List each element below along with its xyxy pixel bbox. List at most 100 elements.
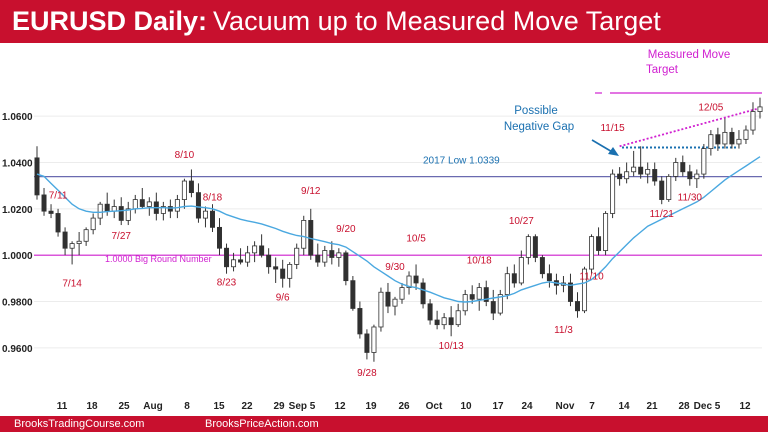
- candle: [62, 227, 68, 256]
- candle-bear-body: [55, 213, 61, 233]
- y-tick-label: 1.0600: [2, 112, 33, 123]
- x-tick-label: 7: [589, 401, 595, 412]
- candle: [413, 264, 419, 290]
- candle-bull-body: [603, 213, 609, 251]
- candle: [399, 282, 405, 304]
- candle: [546, 264, 552, 288]
- candle: [434, 310, 440, 330]
- candle-bull-body: [743, 129, 749, 140]
- footer-left-site: BrooksTradingCourse.com: [14, 418, 145, 430]
- candle: [539, 255, 545, 279]
- candle-bull-body: [392, 298, 398, 307]
- candle: [336, 248, 342, 267]
- candle-bear-body: [167, 206, 173, 212]
- title-text: Vacuum up to Measured Move Target: [213, 6, 661, 36]
- candle: [378, 287, 384, 332]
- x-tick-label: 29: [273, 401, 285, 412]
- x-tick-label: 19: [365, 401, 377, 412]
- measured-move-callout-line2: Target: [646, 64, 679, 76]
- x-tick-label: 12: [334, 401, 346, 412]
- x-tick-label: Sep 5: [289, 401, 316, 412]
- candle-bull-body: [708, 134, 714, 149]
- candle: [111, 199, 117, 219]
- candle: [582, 266, 588, 314]
- candle-bull-body: [174, 199, 180, 212]
- support-line-label: 2017 Low 1.0339: [423, 156, 500, 167]
- candle-bull-body: [399, 287, 405, 300]
- date-label: 7/14: [62, 278, 82, 289]
- candle-bull-body: [504, 273, 510, 295]
- candle-bull-body: [666, 175, 672, 200]
- candle-bear-body: [490, 301, 496, 314]
- date-label: 9/28: [357, 368, 377, 379]
- date-label: 10/5: [406, 233, 426, 244]
- candle: [259, 234, 265, 258]
- candle-bear-body: [539, 257, 545, 275]
- candle-bear-body: [511, 273, 517, 284]
- date-label: 9/30: [385, 262, 405, 273]
- date-label: 9/6: [276, 292, 290, 303]
- date-label: 11/15: [600, 123, 625, 134]
- candle-bull-body: [722, 131, 728, 145]
- candle-bull-body: [294, 247, 300, 265]
- candle: [624, 162, 630, 184]
- candle-bear-body: [343, 252, 349, 282]
- x-tick-label: Aug: [143, 401, 162, 412]
- candle: [160, 201, 166, 221]
- candle-bull-body: [757, 106, 763, 112]
- candle: [252, 241, 258, 263]
- y-tick-label: 1.0000: [2, 251, 33, 262]
- y-tick-label: 0.9800: [2, 298, 33, 309]
- candle-bear-body: [266, 254, 272, 268]
- candle: [301, 215, 307, 256]
- candle-bear-body: [448, 317, 454, 326]
- candle: [603, 211, 609, 256]
- candle-bull-body: [69, 243, 75, 249]
- candle: [287, 262, 293, 288]
- x-tick-label: 28: [678, 401, 690, 412]
- x-tick-label: 14: [618, 401, 630, 412]
- candle: [476, 282, 482, 311]
- x-tick-label: 17: [492, 401, 504, 412]
- x-tick-label: 18: [86, 401, 98, 412]
- negative-gap-callout-line1: Possible: [514, 105, 557, 117]
- candle-bull-body: [701, 148, 707, 175]
- candle-bear-body: [574, 301, 580, 312]
- candle-bull-body: [476, 287, 482, 300]
- candle: [153, 192, 159, 221]
- candle-bull-body: [441, 317, 447, 326]
- candle-bear-body: [638, 166, 644, 175]
- y-tick-label: 0.9600: [2, 344, 33, 355]
- candle: [371, 324, 377, 362]
- ema-line: [36, 156, 761, 303]
- candle-bear-body: [350, 280, 356, 309]
- candle: [680, 155, 686, 177]
- candle: [224, 243, 230, 274]
- y-tick-label: 1.0200: [2, 205, 33, 216]
- candle: [385, 282, 391, 314]
- candle-bear-body: [385, 291, 391, 307]
- candle: [139, 187, 145, 209]
- candle: [715, 127, 721, 151]
- candle: [181, 178, 187, 209]
- candle-bull-body: [631, 166, 637, 173]
- candle-bear-body: [364, 333, 370, 353]
- round-number-label: 1.0000 Big Round Number: [105, 254, 212, 264]
- candle: [596, 227, 602, 256]
- candle: [525, 234, 531, 265]
- candle-bear-body: [104, 203, 110, 212]
- x-tick-label: 21: [646, 401, 658, 412]
- candle-bull-body: [750, 111, 756, 131]
- candle-bear-body: [532, 236, 538, 258]
- candle: [652, 162, 658, 186]
- measured-move-callout-line1: Measured Move: [648, 49, 730, 61]
- candle-bear-body: [188, 180, 194, 194]
- candle: [238, 248, 244, 265]
- x-tick-label: 11: [57, 401, 68, 412]
- candle-bull-body: [736, 138, 742, 145]
- candle-bull-body: [455, 310, 461, 326]
- candle: [273, 257, 279, 283]
- candle-bear-body: [118, 206, 124, 221]
- candle: [743, 125, 749, 144]
- candle-bear-body: [434, 319, 440, 326]
